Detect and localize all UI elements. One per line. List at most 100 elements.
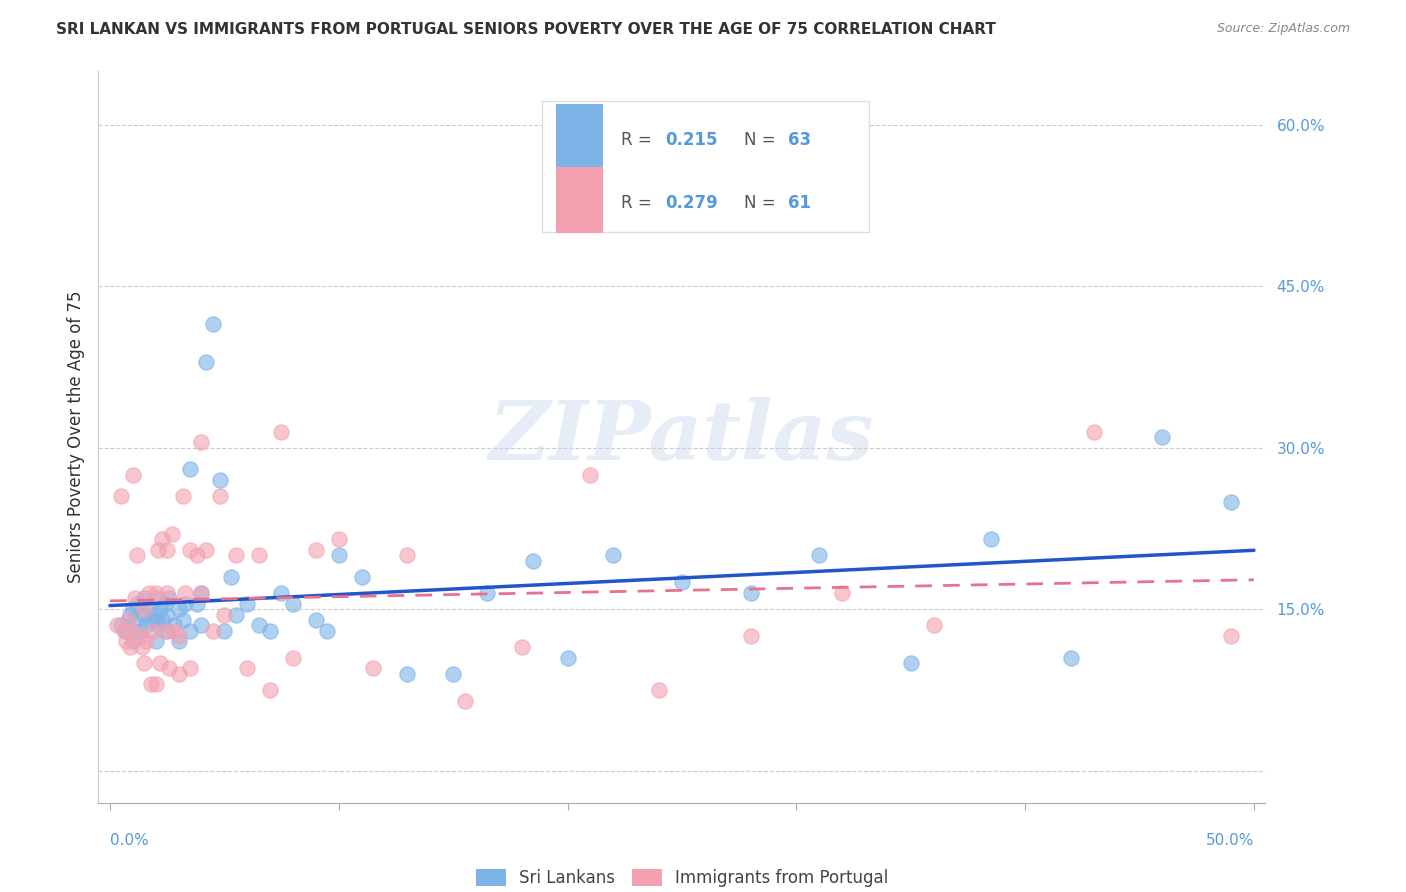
- Point: [156, 607, 179, 622]
- Point: [138, 602, 160, 616]
- Point: [121, 602, 143, 616]
- Point: [115, 634, 138, 648]
- Point: [194, 543, 217, 558]
- Point: [808, 549, 831, 563]
- Point: [201, 317, 224, 331]
- Point: [441, 666, 464, 681]
- Point: [145, 677, 167, 691]
- Point: [156, 586, 179, 600]
- Point: [186, 549, 208, 563]
- Point: [190, 618, 212, 632]
- Point: [259, 624, 281, 638]
- Point: [225, 549, 247, 563]
- Point: [236, 597, 259, 611]
- Text: N =: N =: [744, 131, 780, 149]
- Point: [477, 586, 499, 600]
- Point: [138, 586, 160, 600]
- Y-axis label: Seniors Poverty Over the Age of 75: Seniors Poverty Over the Age of 75: [66, 291, 84, 583]
- Point: [1060, 650, 1083, 665]
- Point: [740, 586, 762, 600]
- Text: N =: N =: [744, 194, 780, 212]
- Text: 0.0%: 0.0%: [110, 833, 149, 848]
- Point: [579, 467, 602, 482]
- Point: [145, 591, 167, 606]
- Point: [179, 543, 201, 558]
- Point: [134, 591, 156, 606]
- Point: [980, 533, 1002, 547]
- Point: [194, 355, 217, 369]
- Point: [167, 602, 190, 616]
- Point: [522, 554, 544, 568]
- Point: [671, 575, 693, 590]
- Point: [124, 613, 146, 627]
- Point: [145, 634, 167, 648]
- Point: [190, 586, 212, 600]
- Point: [127, 597, 149, 611]
- Point: [167, 629, 190, 643]
- Point: [236, 661, 259, 675]
- Point: [328, 549, 350, 563]
- Point: [179, 462, 201, 476]
- FancyBboxPatch shape: [541, 101, 869, 232]
- Point: [740, 629, 762, 643]
- Point: [214, 624, 236, 638]
- Text: R =: R =: [621, 131, 657, 149]
- Point: [134, 602, 156, 616]
- Point: [163, 624, 186, 638]
- Text: ZIPatlas: ZIPatlas: [489, 397, 875, 477]
- Point: [174, 586, 197, 600]
- Point: [142, 607, 165, 622]
- Point: [110, 618, 132, 632]
- Point: [281, 650, 304, 665]
- Point: [305, 613, 328, 627]
- Point: [602, 549, 624, 563]
- Point: [831, 586, 853, 600]
- FancyBboxPatch shape: [555, 167, 603, 233]
- Point: [152, 533, 174, 547]
- Point: [145, 586, 167, 600]
- Point: [142, 624, 165, 638]
- Point: [281, 597, 304, 611]
- Text: 0.279: 0.279: [665, 194, 718, 212]
- Point: [201, 624, 224, 638]
- Point: [350, 570, 373, 584]
- Point: [900, 656, 922, 670]
- Point: [146, 618, 169, 632]
- Point: [152, 613, 174, 627]
- Point: [167, 666, 190, 681]
- Point: [172, 489, 194, 503]
- Point: [124, 591, 146, 606]
- Point: [157, 661, 180, 675]
- FancyBboxPatch shape: [555, 103, 603, 169]
- Point: [163, 618, 186, 632]
- Point: [160, 527, 183, 541]
- Point: [156, 543, 179, 558]
- Point: [121, 467, 143, 482]
- Point: [157, 591, 180, 606]
- Point: [247, 549, 270, 563]
- Point: [453, 693, 475, 707]
- Text: R =: R =: [621, 194, 657, 212]
- Point: [208, 489, 231, 503]
- Point: [134, 607, 156, 622]
- Point: [557, 650, 579, 665]
- Point: [134, 656, 156, 670]
- Point: [214, 607, 236, 622]
- Point: [135, 634, 157, 648]
- Point: [361, 661, 384, 675]
- Point: [121, 634, 143, 648]
- Text: 0.215: 0.215: [665, 131, 718, 149]
- Text: 61: 61: [789, 194, 811, 212]
- Point: [247, 618, 270, 632]
- Point: [1220, 494, 1243, 508]
- Point: [922, 618, 945, 632]
- Point: [1220, 629, 1243, 643]
- Point: [259, 682, 281, 697]
- Point: [149, 602, 172, 616]
- Point: [112, 624, 135, 638]
- Point: [179, 624, 201, 638]
- Point: [225, 607, 247, 622]
- Text: 63: 63: [789, 131, 811, 149]
- Point: [270, 586, 292, 600]
- Point: [156, 624, 179, 638]
